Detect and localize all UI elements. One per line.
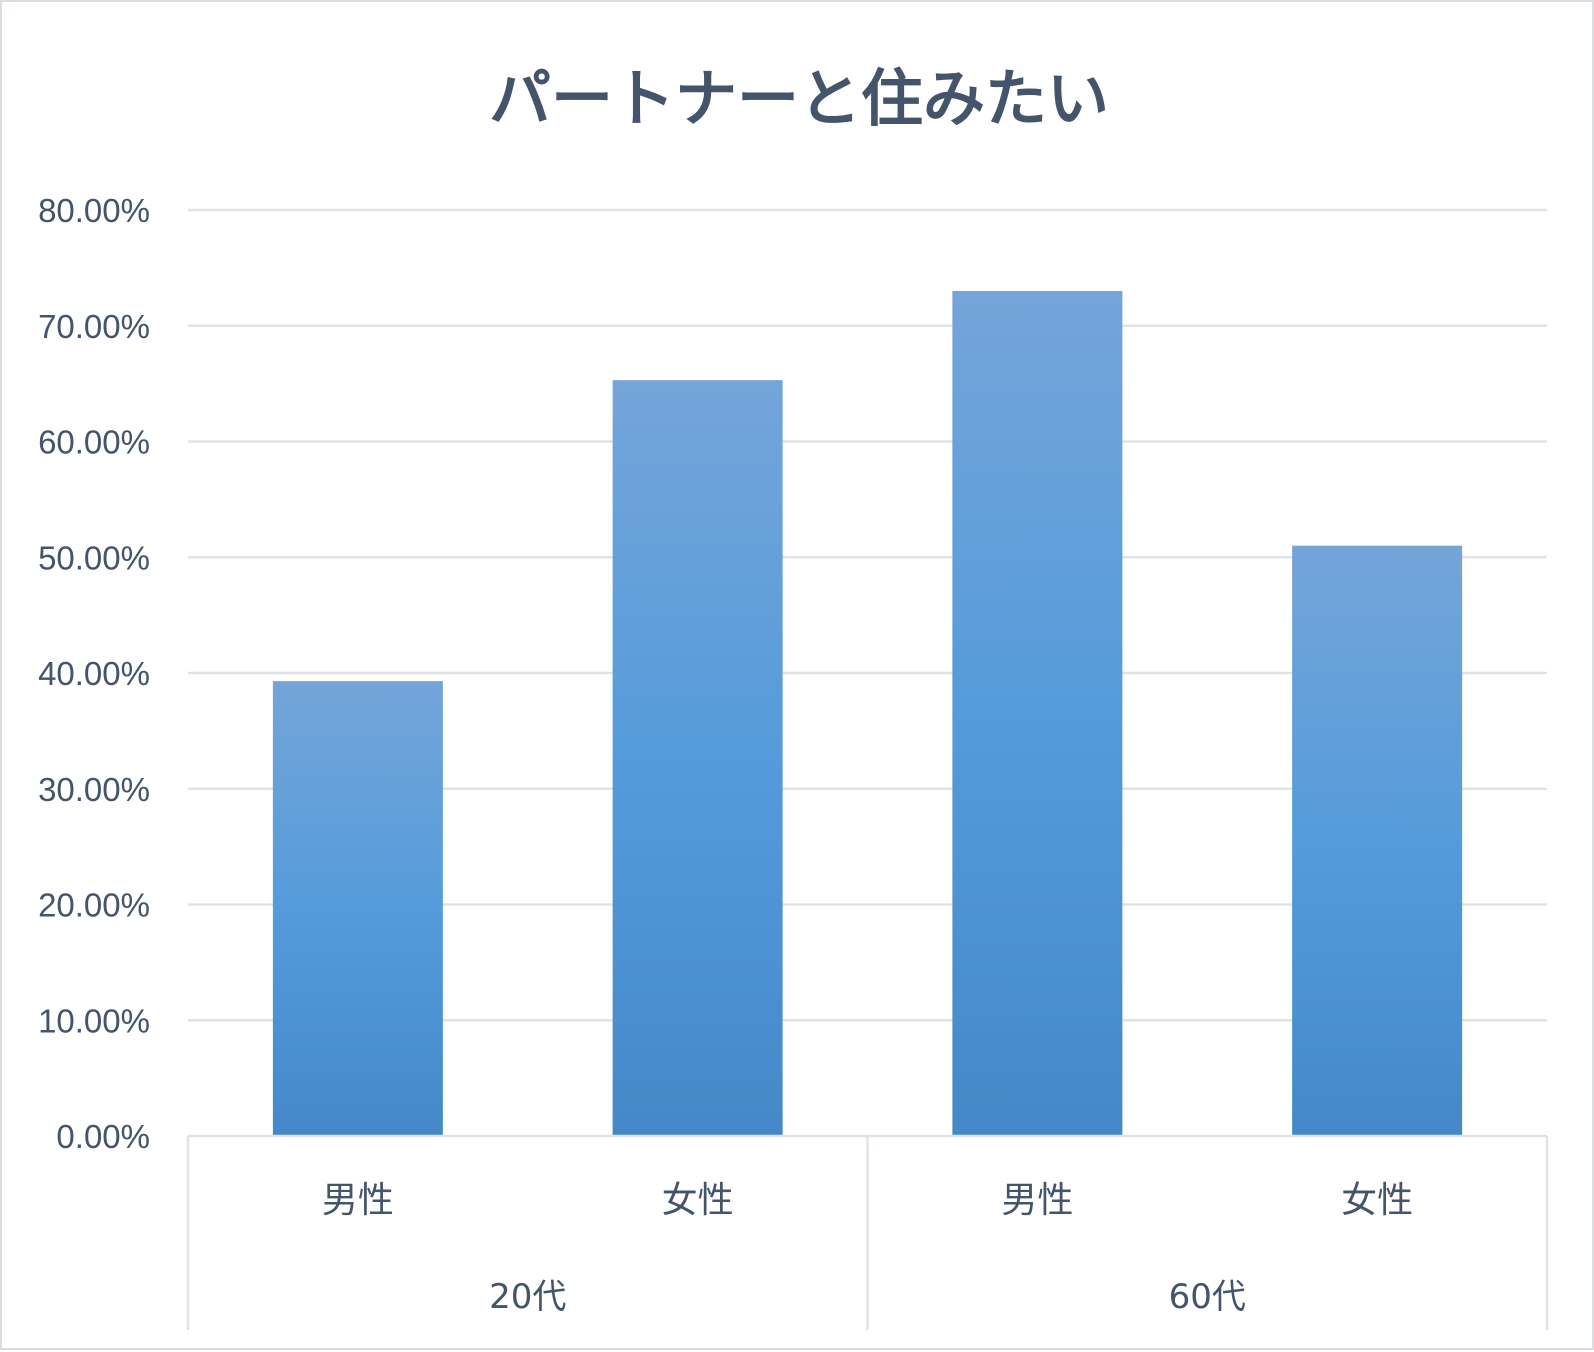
x-category-label: 男性 — [1001, 1180, 1073, 1221]
bar — [1292, 545, 1463, 1136]
bar — [612, 380, 783, 1137]
y-tick-label: 10.00% — [38, 1002, 150, 1039]
x-group-label: 60代 — [1169, 1277, 1246, 1317]
y-tick-label: 70.00% — [38, 308, 150, 345]
x-category-label: 男性 — [322, 1180, 394, 1221]
y-tick-label: 40.00% — [38, 655, 150, 692]
y-tick-label: 60.00% — [38, 424, 150, 461]
x-category-label: 女性 — [1341, 1180, 1413, 1221]
y-tick-label: 20.00% — [38, 887, 150, 924]
bars — [272, 291, 1463, 1137]
y-axis-ticks: 0.00% 10.00% 20.00% 30.00% 40.00% 50.00% 60.00… — [38, 192, 150, 1155]
y-tick-label: 30.00% — [38, 771, 150, 808]
y-tick-label: 80.00% — [38, 192, 150, 229]
chart-title: パートナーと住みたい — [489, 62, 1109, 135]
x-category-label: 女性 — [662, 1180, 734, 1221]
bar — [952, 291, 1123, 1136]
y-tick-label: 50.00% — [38, 539, 150, 576]
x-axis: 男性 女性 20代 男性 女性 60代 — [186, 1134, 1549, 1330]
x-group-label: 20代 — [489, 1277, 566, 1317]
y-tick-label: 0.00% — [56, 1118, 150, 1155]
bar — [272, 681, 443, 1136]
